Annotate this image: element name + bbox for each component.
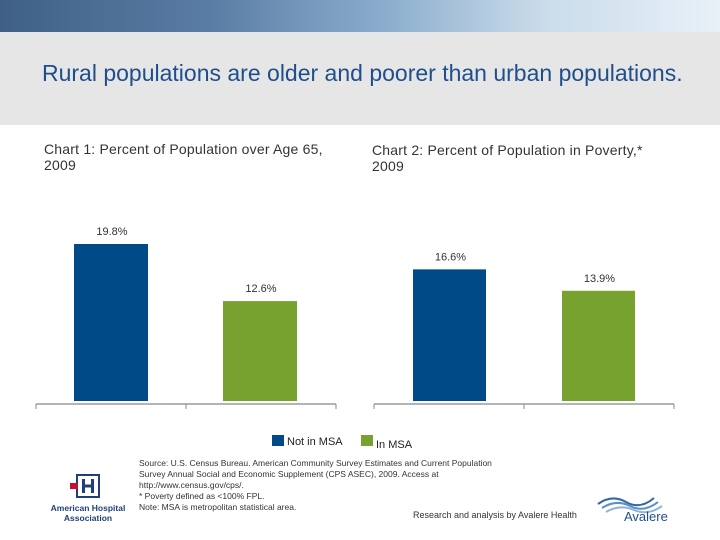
legend-item-in-msa: In MSA	[361, 435, 413, 451]
chart1-data-label-in-msa: 12.6%	[245, 283, 276, 295]
source-line: Survey Annual Social and Economic Supple…	[139, 469, 439, 479]
chart1-bar-in-msa	[223, 301, 297, 401]
source-notes: Source: U.S. Census Bureau. American Com…	[139, 458, 569, 513]
poverty-footnote: * Poverty defined as <100% FPL.	[139, 491, 265, 501]
chart2-bar-in-msa	[562, 290, 635, 401]
slide-title: Rural populations are older and poorer t…	[42, 60, 683, 86]
source-line: Source: U.S. Census Bureau. American Com…	[139, 458, 492, 468]
top-banner	[0, 0, 720, 32]
legend-item-not-in-msa: Not in MSA	[272, 435, 343, 448]
chart1-bar-not-in-msa	[74, 244, 148, 401]
source-url: http://www.census.gov/cps/.	[139, 480, 244, 490]
legend-label-in-msa: In MSA	[376, 439, 413, 451]
chart2-data-label-not-in-msa: 16.6%	[435, 251, 466, 263]
aha-logo-text: American Hospital Association	[50, 503, 126, 523]
legend-swatch-not-in-msa	[272, 435, 284, 446]
chart1-title: Chart 1: Percent of Population over Age …	[44, 141, 323, 173]
chart2-data-label-in-msa: 13.9%	[584, 273, 615, 285]
aha-logo-icon	[70, 474, 100, 498]
avalere-wave-icon	[597, 497, 663, 514]
analysis-credit: Research and analysis by Avalere Health	[413, 510, 577, 520]
chart2-title: Chart 2: Percent of Population in Povert…	[372, 142, 643, 174]
msa-note: Note: MSA is metropolitan statistical ar…	[139, 502, 297, 512]
legend-swatch-in-msa	[361, 435, 373, 446]
chart2-bar-not-in-msa	[413, 269, 486, 401]
title-band	[0, 32, 720, 125]
legend-label-not-in-msa: Not in MSA	[287, 436, 343, 448]
chart1-data-label-not-in-msa: 19.8%	[96, 226, 127, 238]
avalere-logo-text: Avalere	[624, 509, 668, 524]
